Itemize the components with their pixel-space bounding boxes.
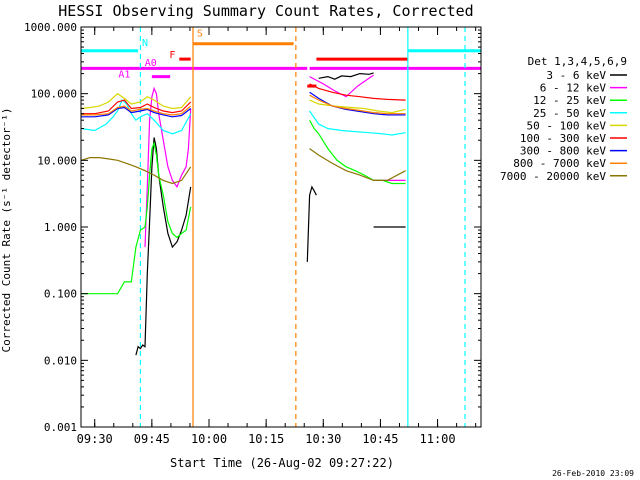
x-tick-label-5: 10:45 xyxy=(362,432,398,446)
y-tick-label-1: 0.010 xyxy=(44,354,77,367)
y-tick-label-6: 1000.000 xyxy=(24,21,77,34)
flag-label-1: S xyxy=(197,29,203,40)
legend-title: Det 1,3,4,5,6,9 xyxy=(528,55,627,68)
x-tick-label-0: 09:30 xyxy=(77,432,113,446)
flag-bars xyxy=(81,42,481,88)
event-lines xyxy=(139,27,466,427)
x-tick-label-6: 11:00 xyxy=(420,432,456,446)
legend-label-8: 7000 - 20000 keV xyxy=(500,170,606,183)
flag-label-0: N xyxy=(142,38,148,49)
series-8-line-1 xyxy=(309,148,406,181)
flag-label-4: A0 xyxy=(145,58,157,69)
legend-label-1: 6 - 12 keV xyxy=(540,82,607,95)
series-8-line-0 xyxy=(80,157,192,185)
y-tick-label-2: 0.100 xyxy=(44,288,77,301)
x-axis-label: Start Time (26-Aug-02 09:27:22) xyxy=(170,456,394,470)
flag-labels: N S F A1 A0 xyxy=(118,29,202,81)
x-tick-label-1: 09:45 xyxy=(134,432,170,446)
series-1-line-1 xyxy=(309,74,374,98)
series-6-line-1 xyxy=(309,91,406,116)
series-7-line-1 xyxy=(309,94,406,115)
series-0-line-1 xyxy=(306,185,317,262)
x-tick-label-4: 10:30 xyxy=(305,432,341,446)
series-6-line-0 xyxy=(81,106,192,118)
y-tick-label-3: 1.000 xyxy=(44,221,77,234)
legend-label-5: 100 - 300 keV xyxy=(520,132,606,145)
footer-date: 26-Feb-2010 23:09 xyxy=(552,469,634,478)
chart-title: HESSI Observing Summary Count Rates, Cor… xyxy=(58,2,473,20)
y-tick-label-4: 10.000 xyxy=(37,154,77,167)
series-0-line-0 xyxy=(135,137,192,356)
series-0-line-2 xyxy=(318,72,374,80)
series-1-line-0 xyxy=(144,86,192,248)
series-7-line-0 xyxy=(81,105,192,116)
x-tick-label-2: 10:00 xyxy=(191,432,227,446)
series-lines xyxy=(80,72,406,356)
series-4-line-1 xyxy=(309,99,406,114)
series-3-line-0 xyxy=(80,99,192,135)
series-2-line-0 xyxy=(81,141,192,295)
x-tick-label-3: 10:15 xyxy=(248,432,284,446)
y-axis-label: Corrected Count Rate (s⁻¹ detector⁻¹) xyxy=(0,107,13,352)
x-axis: 09:30 09:45 10:00 10:15 10:30 10:45 11:00 xyxy=(77,27,477,446)
series-5-line-1 xyxy=(309,83,406,101)
legend-label-3: 25 - 50 keV xyxy=(533,107,606,120)
legend-label-7: 800 - 7000 keV xyxy=(513,157,606,170)
flag-label-3: A1 xyxy=(118,69,130,80)
y-axis: 0.001 0.010 0.100 1.000 10.000 100.000 1000.00… xyxy=(24,21,481,434)
y-tick-label-0: 0.001 xyxy=(44,421,77,434)
series-4-line-0 xyxy=(80,92,192,110)
legend-label-2: 12 - 25 keV xyxy=(533,94,606,107)
y-tick-label-5: 100.000 xyxy=(31,88,77,101)
series-3-line-1 xyxy=(309,110,406,136)
flag-label-2: F xyxy=(169,50,175,61)
legend-label-6: 300 - 800 keV xyxy=(520,145,606,158)
legend-label-4: 50 - 100 keV xyxy=(527,119,607,132)
legend-label-0: 3 - 6 keV xyxy=(546,69,606,82)
series-5-line-0 xyxy=(81,99,192,115)
